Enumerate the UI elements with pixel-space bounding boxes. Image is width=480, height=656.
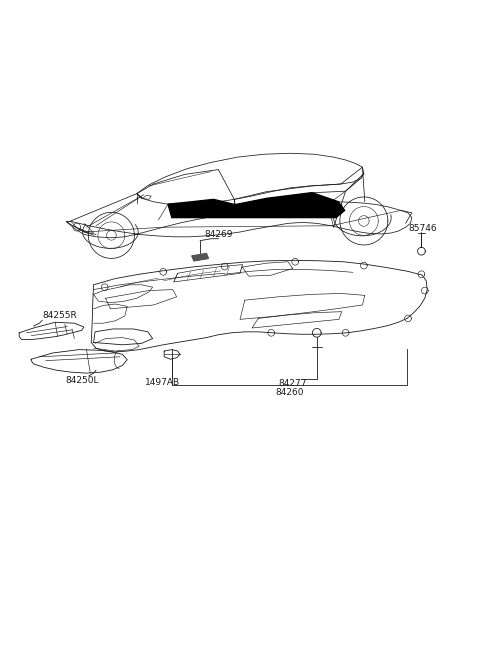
- Text: 84269: 84269: [204, 230, 233, 239]
- Text: 85746: 85746: [408, 224, 437, 233]
- Text: 84255R: 84255R: [42, 312, 77, 320]
- Polygon shape: [192, 254, 208, 261]
- Text: 84260: 84260: [275, 388, 304, 398]
- Polygon shape: [168, 193, 345, 218]
- Text: 1497AB: 1497AB: [144, 378, 180, 387]
- Text: 84250L: 84250L: [66, 376, 99, 385]
- Text: 84277: 84277: [278, 379, 307, 388]
